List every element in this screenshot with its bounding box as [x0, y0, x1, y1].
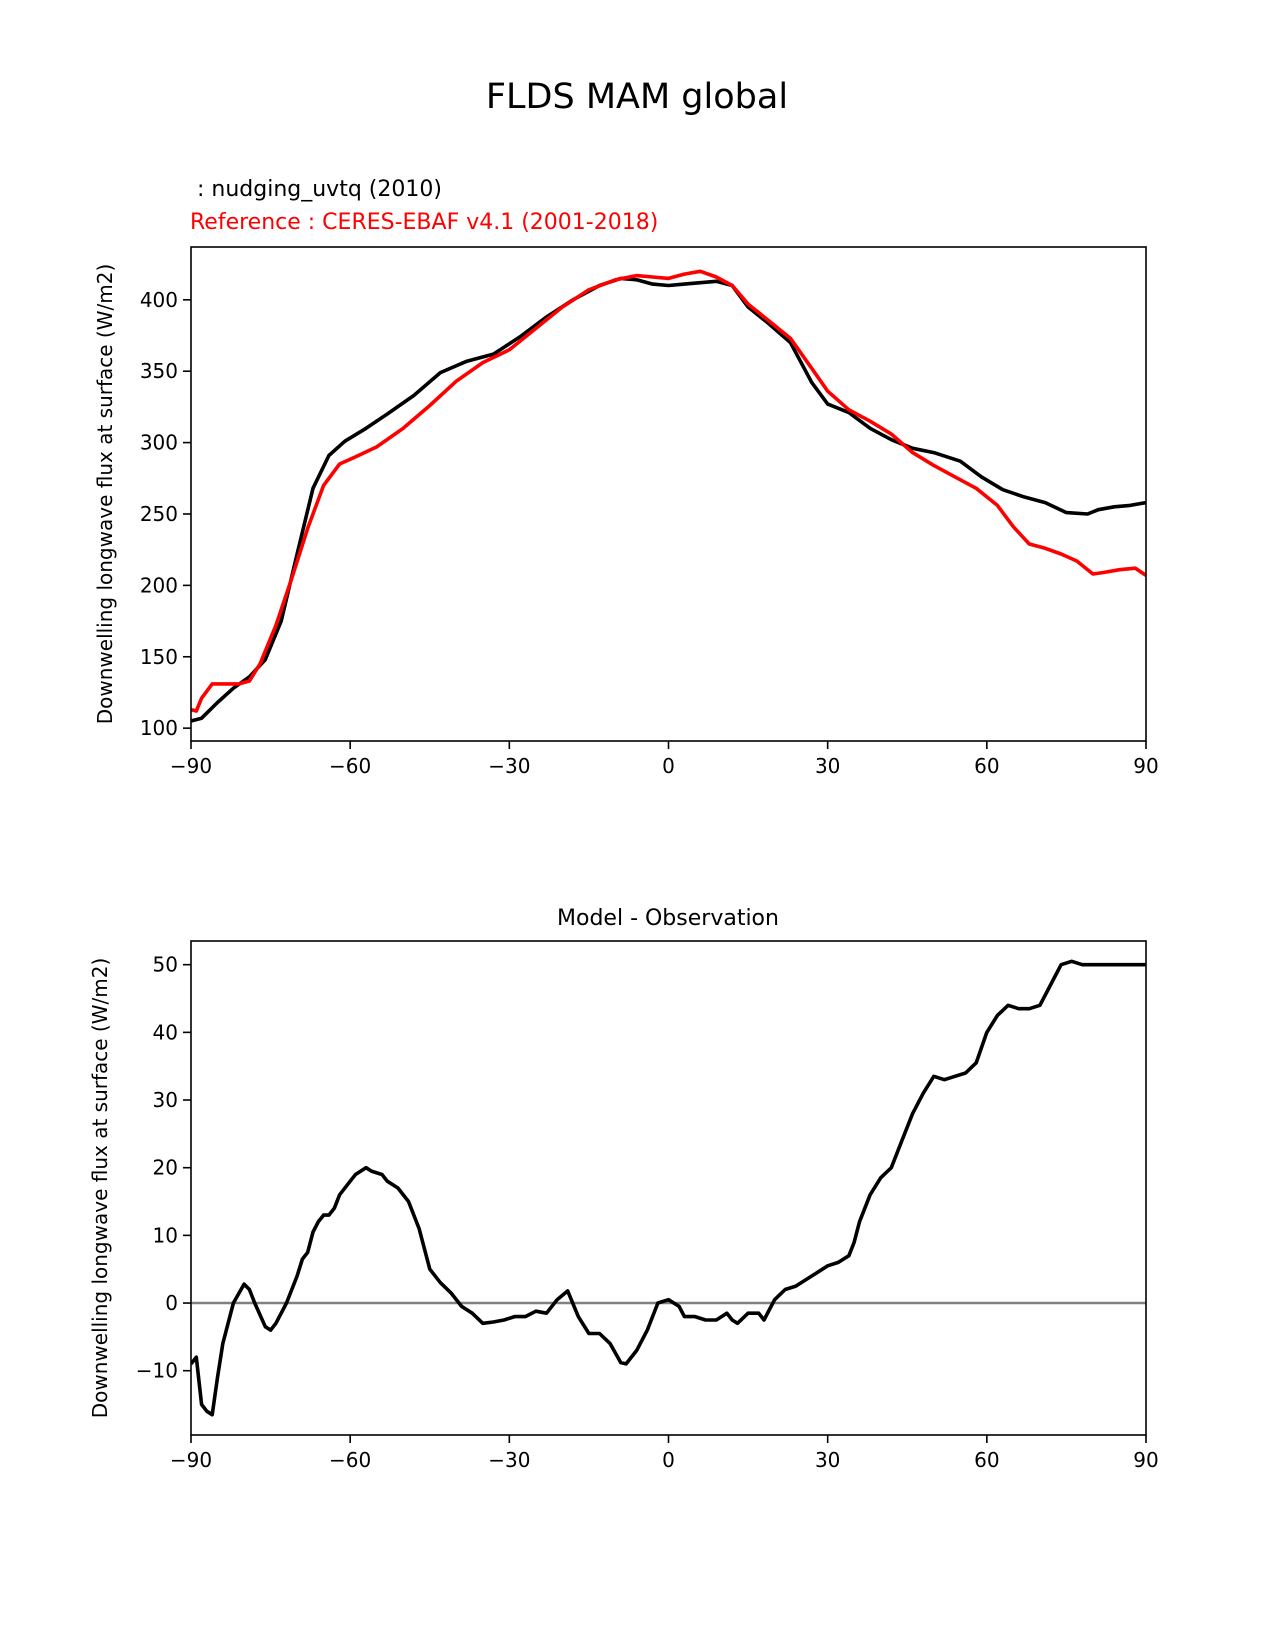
x-tick-label: 90 [1133, 1448, 1158, 1472]
plot-frame [190, 940, 1147, 1436]
x-tick-label: −90 [170, 1448, 212, 1472]
x-tick-label: 60 [974, 754, 999, 778]
y-tick-label: 400 [140, 288, 178, 312]
y-tick-label: 250 [140, 502, 178, 526]
y-axis-label: Downwelling longwave flux at surface (W/… [93, 264, 117, 725]
panel-2: −90 −60 −30 0 30 60 90 −10 0 10 20 30 40 50 Downwellin… [88, 940, 1159, 1472]
x-tick-label: −60 [329, 754, 371, 778]
diff-panel-title: Model - Observation [557, 906, 779, 931]
y-tick-label: 200 [140, 573, 178, 597]
plot-frame [190, 246, 1147, 742]
y-tick-label: 30 [153, 1088, 178, 1112]
reference-dataset-label: Reference : CERES-EBAF v4.1 (2001-2018) [190, 210, 658, 235]
series-line-test [191, 959, 1146, 1417]
series-line-test [191, 276, 1146, 723]
x-tick-label: 0 [662, 754, 675, 778]
x-tick-label: −30 [488, 754, 530, 778]
x-tick-label: 30 [815, 1448, 840, 1472]
y-tick-label: 40 [153, 1020, 178, 1044]
x-tick-label: −90 [170, 754, 212, 778]
x-tick-label: 30 [815, 754, 840, 778]
x-tick-label: 0 [662, 1448, 675, 1472]
x-tick-label: −30 [488, 1448, 530, 1472]
y-tick-label: 350 [140, 359, 178, 383]
x-tick-label: 60 [974, 1448, 999, 1472]
y-tick-label: 0 [165, 1291, 178, 1315]
y-tick-label: 20 [153, 1156, 178, 1180]
figure-title: FLDS MAM global [486, 77, 788, 117]
panel-1: −90 −60 −30 0 30 60 90 100 150 200 250 300 350 400 Dow… [93, 246, 1159, 778]
y-tick-label: 300 [140, 431, 178, 455]
x-tick-label: −60 [329, 1448, 371, 1472]
y-tick-label: 10 [153, 1223, 178, 1247]
test-dataset-label: : nudging_uvtq (2010) [190, 177, 442, 202]
x-tick-label: 90 [1133, 754, 1158, 778]
y-tick-label: 100 [140, 716, 178, 740]
y-tick-label: −10 [136, 1359, 178, 1383]
y-axis-label: Downwelling longwave flux at surface (W/… [88, 958, 112, 1419]
series-line-reference [191, 269, 1146, 713]
y-tick-label: 50 [153, 953, 178, 977]
y-tick-label: 150 [140, 645, 178, 669]
